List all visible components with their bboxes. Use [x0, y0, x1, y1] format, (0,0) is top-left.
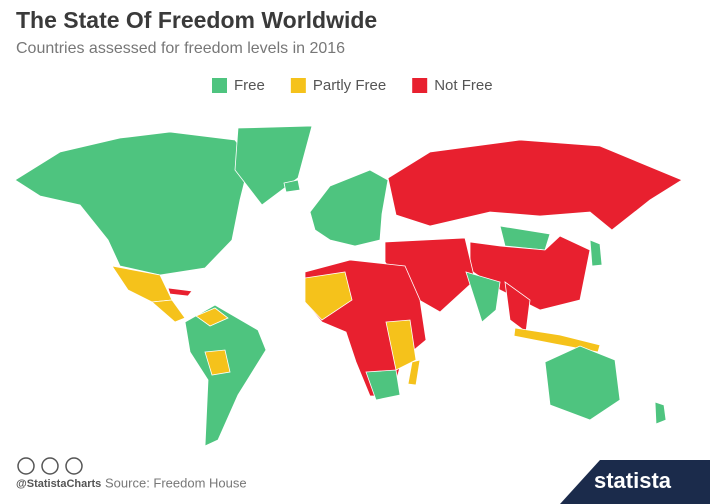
legend-swatch	[412, 78, 428, 93]
madagascar	[407, 359, 421, 386]
east-africa	[385, 319, 417, 371]
legend-label: Not Free	[434, 77, 492, 94]
greenland	[234, 125, 313, 206]
legend-swatch	[212, 78, 227, 93]
source: Source: Freedom House	[105, 475, 247, 490]
legend-label: Free	[234, 77, 265, 94]
indonesia	[513, 327, 601, 353]
subtitle: Countries assessed for freedom levels in…	[16, 40, 345, 57]
south-america	[184, 304, 267, 447]
legend-swatch	[290, 78, 306, 93]
brand: statista	[594, 468, 672, 493]
cuba	[167, 287, 193, 297]
handle: @StatistaCharts	[16, 478, 101, 490]
legend: Free Partly Free Not Free	[212, 77, 493, 94]
russia	[387, 139, 683, 231]
central-america	[151, 299, 186, 323]
west-africa	[304, 271, 353, 321]
australia	[544, 345, 621, 421]
europe	[309, 169, 389, 247]
license-icons	[17, 457, 83, 475]
southern-africa	[365, 369, 401, 401]
title: The State Of Freedom Worldwide	[16, 7, 377, 33]
middle-east	[384, 237, 476, 313]
bolivia	[204, 349, 231, 376]
brand-band	[560, 460, 710, 504]
japan	[589, 239, 603, 267]
iceland	[283, 179, 301, 193]
north-america	[14, 131, 251, 276]
india	[465, 271, 501, 323]
new-zealand	[654, 401, 667, 425]
legend-label: Partly Free	[313, 77, 386, 94]
world-map	[14, 125, 683, 447]
venezuela	[195, 307, 229, 327]
